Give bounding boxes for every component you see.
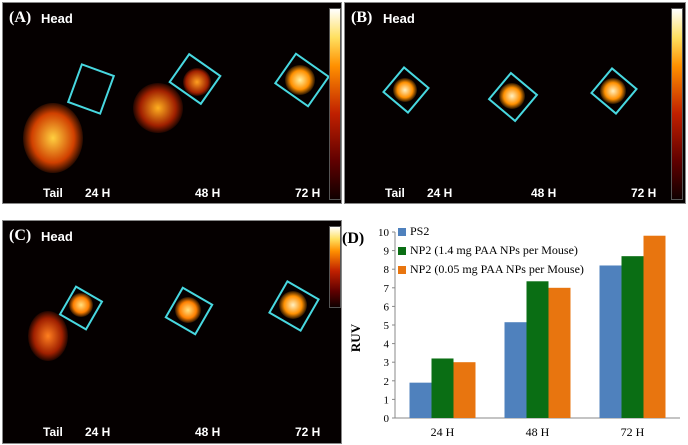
head-label: Head: [383, 11, 415, 26]
svg-text:72 H: 72 H: [621, 425, 645, 439]
roi-box: [382, 66, 430, 114]
legend-label: NP2 (1.4 mg PAA NPs per Mouse): [410, 243, 578, 257]
time-label: 24 H: [85, 425, 111, 439]
legend-label: NP2 (0.05 mg PAA NPs per Mouse): [410, 262, 584, 276]
svg-text:48 H: 48 H: [526, 425, 550, 439]
roi-box: [164, 286, 214, 336]
svg-text:3: 3: [384, 357, 390, 369]
legend-item: NP2 (1.4 mg PAA NPs per Mouse): [398, 243, 578, 258]
svg-text:2: 2: [384, 376, 390, 388]
colorbar: [329, 8, 341, 200]
tail-label: Tail: [43, 186, 63, 200]
svg-text:9: 9: [384, 246, 390, 258]
time-label: 48 H: [195, 186, 221, 200]
svg-text:0: 0: [384, 413, 390, 425]
svg-text:4: 4: [384, 339, 390, 351]
colorbar: [329, 226, 341, 308]
legend-swatch: [398, 246, 406, 255]
roi-box: [268, 280, 320, 332]
tail-label: Tail: [43, 425, 63, 439]
tail-label: Tail: [385, 186, 405, 200]
roi-box: [273, 52, 331, 108]
time-label: 48 H: [531, 186, 557, 200]
head-label: Head: [41, 11, 73, 26]
head-label: Head: [41, 229, 73, 244]
time-label: 72 H: [295, 186, 321, 200]
legend-swatch: [398, 265, 406, 274]
roi-box: [590, 67, 638, 115]
panel-label: (D): [342, 230, 365, 247]
time-label: 72 H: [295, 425, 321, 439]
svg-text:8: 8: [384, 264, 390, 276]
time-label: 24 H: [427, 186, 453, 200]
legend-item: PS2: [398, 224, 429, 239]
time-label: 72 H: [631, 186, 657, 200]
legend-swatch: [398, 227, 406, 236]
roi-box: [487, 71, 539, 123]
svg-text:5: 5: [384, 320, 390, 332]
svg-text:1: 1: [384, 394, 390, 406]
svg-text:24 H: 24 H: [431, 425, 455, 439]
svg-text:7: 7: [384, 283, 390, 295]
panel-c-image: (C) Head Tail 24 H 48 H 72 H: [2, 220, 342, 444]
svg-text:6: 6: [384, 301, 390, 313]
svg-text:10: 10: [378, 227, 390, 239]
legend-label: PS2: [410, 224, 430, 238]
panel-label: (C): [9, 227, 32, 244]
time-label: 24 H: [85, 186, 111, 200]
panel-label: (B): [351, 9, 373, 26]
chart-plot: 0 1 2 3 4 5 6 7 8 9 10 24 H 48 H 72 H: [378, 227, 680, 439]
colorbar: [671, 8, 683, 200]
panel-a-image: (A) Head Tail 24 H 48 H 72 H: [2, 2, 342, 204]
legend-item: NP2 (0.05 mg PAA NPs per Mouse): [398, 262, 584, 277]
panel-b-image: (B) Head Tail 24 H 48 H 72 H: [344, 2, 686, 204]
panel-label: (A): [9, 9, 32, 26]
time-label: 48 H: [195, 425, 221, 439]
roi-box: [66, 63, 116, 115]
bar-chart: (D) RUV 0 1 2 3 4 5 6 7 8 9 10 24 H 48 H 72 H PS2 NP2 …: [340, 220, 688, 445]
